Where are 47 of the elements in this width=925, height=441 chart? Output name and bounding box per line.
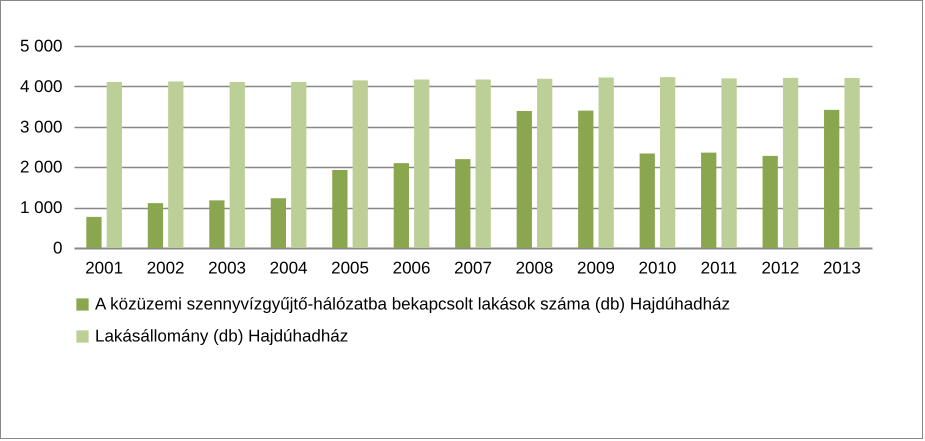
x-tick-label: 2010	[638, 258, 676, 278]
bar	[148, 203, 164, 248]
bar	[476, 80, 491, 248]
y-tick-label: 0	[53, 238, 62, 258]
bar	[394, 163, 409, 248]
x-tick-label: 2002	[146, 258, 185, 278]
y-tick-label: 3 000	[20, 117, 62, 136]
bar	[516, 111, 532, 248]
bar	[578, 110, 594, 248]
x-tick-label: 2013	[822, 258, 861, 278]
bar	[640, 153, 655, 248]
bar	[106, 82, 122, 248]
x-tick-label: 2003	[208, 258, 246, 278]
x-tick-label: 2007	[454, 258, 492, 278]
bar	[844, 78, 860, 248]
legend-label: A közüzemi szennyvízgyűjtő-hálózatba bekapcsolt lakások száma (db) Hajdúhadház	[95, 294, 730, 314]
y-tick-label: 4 000	[20, 76, 62, 96]
bar	[209, 200, 225, 248]
bar	[332, 170, 348, 248]
x-tick-label: 2004	[270, 258, 308, 278]
bar	[414, 80, 430, 248]
bar	[660, 77, 676, 248]
bar	[230, 82, 245, 248]
legend-label: Lakásállomány (db) Hajdúhadház	[95, 326, 348, 346]
y-tick-label: 2 000	[20, 158, 62, 177]
x-tick-label: 2012	[761, 258, 800, 278]
bar	[782, 78, 798, 248]
bar	[291, 82, 306, 248]
y-tick-label: 5 000	[20, 36, 62, 56]
x-tick-label: 2008	[516, 258, 554, 278]
bar	[86, 216, 102, 248]
x-tick-label: 2009	[577, 258, 615, 278]
bar	[598, 78, 614, 248]
x-tick-label: 2001	[85, 258, 124, 278]
bar	[721, 78, 737, 248]
bar	[537, 78, 552, 248]
bar	[701, 152, 716, 248]
bar	[168, 82, 184, 248]
y-tick-label: 1 000	[20, 198, 62, 218]
bar	[824, 110, 840, 248]
bar	[352, 80, 368, 248]
bar	[455, 159, 470, 248]
bar	[762, 156, 778, 248]
x-tick-label: 2006	[392, 258, 430, 278]
x-tick-label: 2005	[331, 258, 369, 278]
bar	[270, 198, 286, 248]
x-tick-label: 2011	[700, 258, 738, 278]
